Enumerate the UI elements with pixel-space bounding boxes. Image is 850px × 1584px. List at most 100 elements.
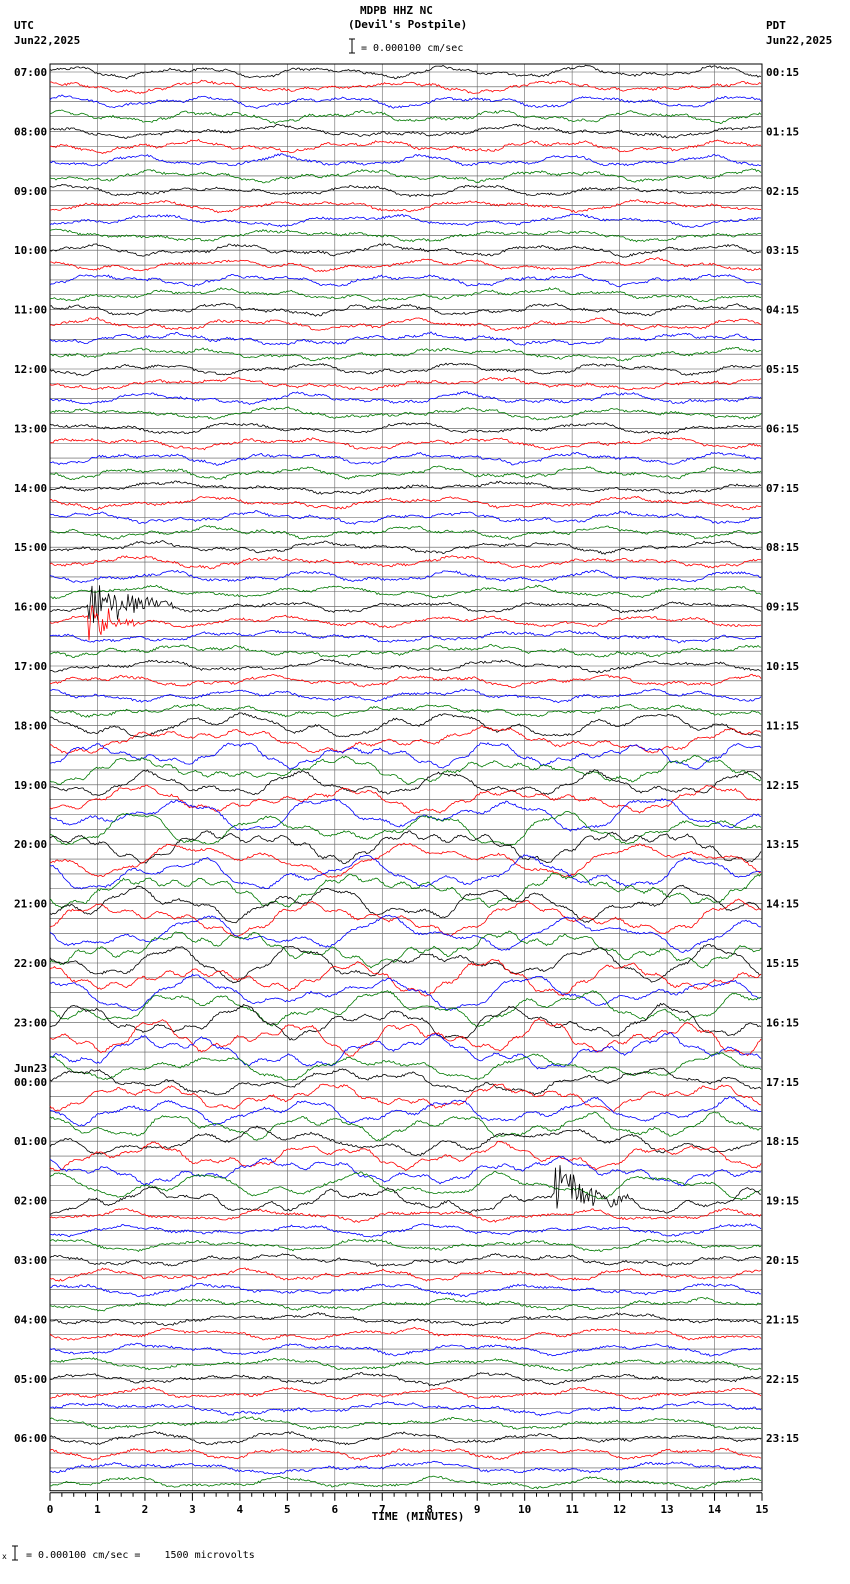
trace-row-6-hour-1	[49, 153, 762, 167]
right-hour-label: 02:15	[766, 185, 799, 198]
trace-row-34-hour-8	[49, 569, 762, 583]
trace-row-44-hour-11	[49, 712, 762, 738]
svg-text:x: x	[2, 1552, 7, 1561]
left-timezone: UTC	[14, 19, 34, 32]
trace-row-62-hour-15	[49, 973, 762, 1012]
x-tick-label: 5	[284, 1503, 291, 1516]
right-hour-label: 13:15	[766, 838, 799, 851]
trace-row-40-hour-10	[49, 658, 762, 674]
trace-row-66-hour-16	[49, 1031, 762, 1070]
trace-row-10-hour-2	[49, 213, 762, 228]
x-tick-label: 14	[708, 1503, 722, 1516]
x-tick-label: 4	[237, 1503, 244, 1516]
right-hour-label: 06:15	[766, 422, 799, 435]
right-date: Jun22,2025	[766, 34, 833, 47]
right-hour-label: 15:15	[766, 957, 799, 970]
footer-scale-icon: x	[2, 1545, 18, 1561]
trace-row-33-hour-8	[49, 555, 761, 570]
right-hour-label: 05:15	[766, 363, 799, 376]
trace-row-61-hour-15	[49, 958, 762, 997]
trace-row-18-hour-4	[49, 331, 762, 346]
trace-row-56-hour-14	[49, 884, 761, 924]
left-hour-label: 11:00	[14, 304, 47, 317]
trace-row-45-hour-11	[49, 724, 762, 754]
trace-row-25-hour-6	[49, 436, 762, 451]
x-tick-label: 10	[518, 1503, 531, 1516]
date-change-label: Jun23	[14, 1062, 47, 1075]
left-hour-label: 00:00	[14, 1076, 47, 1089]
right-hour-label: 09:15	[766, 601, 799, 614]
trace-row-30-hour-7	[49, 510, 762, 525]
trace-row-85-hour-21	[49, 1326, 762, 1342]
left-hour-label: 06:00	[14, 1432, 47, 1445]
trace-row-9-hour-2	[50, 199, 762, 214]
right-hour-label: 08:15	[766, 541, 799, 554]
right-hour-label: 03:15	[766, 244, 799, 257]
right-hour-label: 19:15	[766, 1195, 799, 1208]
trace-row-19-hour-4	[49, 347, 762, 362]
right-hour-label: 17:15	[766, 1076, 799, 1089]
trace-row-75-hour-18	[49, 1170, 762, 1201]
x-axis-label: TIME (MINUTES)	[372, 1510, 465, 1523]
left-hour-label: 01:00	[14, 1135, 47, 1148]
trace-row-69-hour-17	[49, 1083, 762, 1112]
trace-row-60-hour-15	[49, 943, 762, 984]
x-tick-label: 11	[566, 1503, 580, 1516]
scale-text: = 0.000100 cm/sec	[361, 43, 464, 54]
left-hour-label: 02:00	[14, 1195, 47, 1208]
trace-row-72-hour-18	[49, 1125, 761, 1157]
trace-row-95-hour-23	[49, 1475, 762, 1490]
x-tick-label: 7	[379, 1503, 386, 1516]
left-hour-label: 12:00	[14, 363, 47, 376]
trace-row-80-hour-20	[49, 1252, 762, 1267]
trace-row-81-hour-20	[49, 1267, 762, 1282]
x-tick-label: 3	[189, 1503, 196, 1516]
right-hour-label: 21:15	[766, 1313, 799, 1326]
left-hour-label: 23:00	[14, 1016, 47, 1029]
right-hour-label: 04:15	[766, 304, 799, 317]
chart-grid	[49, 63, 763, 1492]
trace-row-16-hour-4	[49, 302, 762, 317]
trace-row-24-hour-6	[49, 422, 761, 435]
right-hour-label: 22:15	[766, 1373, 799, 1386]
trace-row-20-hour-5	[49, 362, 762, 377]
trace-row-88-hour-22	[49, 1372, 762, 1387]
trace-row-59-hour-14	[49, 930, 762, 969]
left-hour-label: 15:00	[14, 541, 47, 554]
trace-row-48-hour-12	[49, 769, 762, 796]
x-tick-label: 1	[94, 1503, 101, 1516]
trace-row-39-hour-9	[49, 643, 762, 659]
trace-row-36-hour-9	[49, 585, 762, 623]
trace-row-46-hour-11	[49, 742, 762, 770]
right-hour-label: 18:15	[766, 1135, 799, 1148]
trace-row-21-hour-5	[49, 376, 762, 392]
trace-row-42-hour-10	[49, 688, 762, 704]
trace-row-23-hour-5	[49, 406, 762, 421]
trace-row-38-hour-9	[49, 629, 762, 644]
right-hour-label: 11:15	[766, 719, 799, 732]
x-tick-label: 12	[613, 1503, 626, 1516]
trace-row-79-hour-19	[49, 1238, 762, 1253]
trace-row-31-hour-7	[49, 525, 762, 541]
left-hour-label: 08:00	[14, 125, 47, 138]
trace-row-29-hour-7	[49, 495, 762, 511]
trace-row-47-hour-11	[49, 754, 762, 785]
left-hour-label: 16:00	[14, 601, 47, 614]
chart-traces	[49, 64, 762, 1490]
left-hour-label: 22:00	[14, 957, 47, 970]
trace-row-41-hour-10	[49, 673, 762, 689]
footer-scale-note: = 0.000100 cm/sec = 1500 microvolts	[26, 1550, 255, 1561]
left-date: Jun22,2025	[14, 34, 81, 47]
right-hour-label: 23:15	[766, 1432, 799, 1445]
x-tick-label: 13	[660, 1503, 673, 1516]
trace-row-84-hour-21	[49, 1312, 762, 1327]
x-tick-label: 9	[474, 1503, 481, 1516]
trace-row-91-hour-22	[49, 1416, 762, 1430]
trace-row-57-hour-14	[49, 898, 762, 938]
trace-row-13-hour-3	[50, 257, 762, 273]
x-tick-label: 8	[426, 1503, 433, 1516]
right-hour-label: 10:15	[766, 660, 799, 673]
trace-row-5-hour-1	[49, 138, 762, 154]
left-hour-label: 04:00	[14, 1313, 47, 1326]
